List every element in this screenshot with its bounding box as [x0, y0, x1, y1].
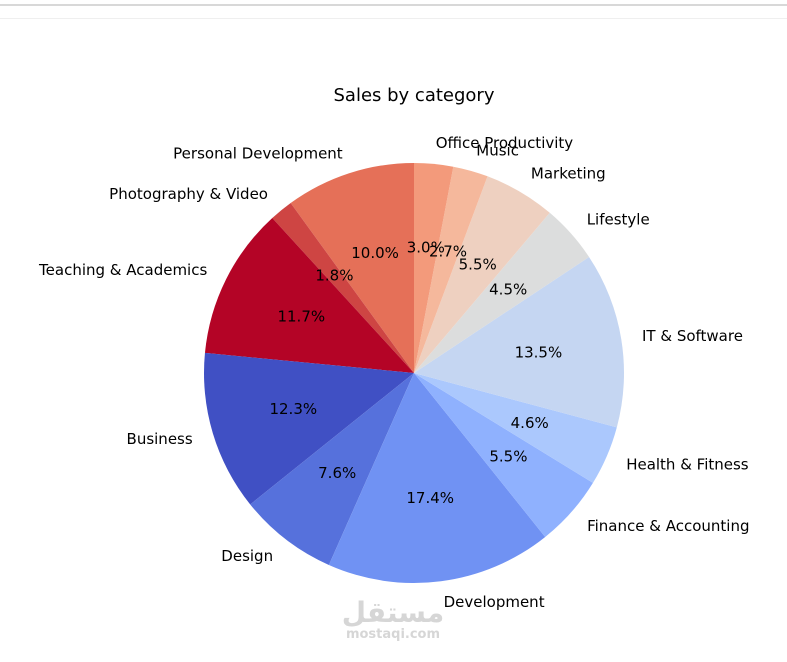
percent-labels: 10.0% 1.8% 11.7% 12.3% 7.6% 17.4% 5.5% 4.6% 13.5…	[269, 239, 562, 507]
category-label-photography-and-video: Photography & Video	[109, 185, 268, 203]
pie-slice-health-and-fitness	[414, 373, 617, 483]
pie-slice-it-and-software	[414, 256, 625, 428]
watermark-arabic: مستقل	[341, 596, 445, 629]
percent-label-health-and-fitness: 4.6%	[511, 414, 549, 432]
pie-slice-office-productivity	[414, 163, 454, 373]
category-labels: Personal Development Photography & Video T…	[38, 134, 749, 611]
watermark-latin: mostaqi.com	[345, 627, 441, 642]
pie-slice-teaching-and-academics	[204, 218, 414, 373]
percent-label-teaching-and-academics: 11.7%	[277, 308, 325, 326]
pie-slice-music	[414, 166, 488, 373]
percent-label-finance-and-accounting: 5.5%	[489, 447, 527, 465]
percent-label-office-productivity: 3.0%	[407, 239, 445, 257]
top-divider	[0, 4, 787, 6]
percent-label-music: 2.7%	[429, 243, 467, 261]
chart-title: Sales by category	[334, 85, 495, 106]
percent-label-design: 7.6%	[318, 464, 356, 482]
percent-label-personal-development: 10.0%	[351, 244, 399, 262]
category-label-personal-development: Personal Development	[173, 144, 343, 162]
percent-label-lifestyle: 4.5%	[489, 280, 527, 298]
percent-label-photography-and-video: 1.8%	[315, 266, 353, 284]
pie-slice-development	[328, 373, 546, 583]
category-label-marketing: Marketing	[531, 165, 606, 183]
category-label-design: Design	[221, 547, 273, 565]
pie-slice-personal-development	[290, 163, 414, 373]
pie-slice-finance-and-accounting	[414, 373, 593, 537]
percent-label-it-and-software: 13.5%	[515, 344, 563, 362]
pie-slice-photography-and-video	[272, 203, 414, 373]
pie-slice-business	[203, 352, 414, 505]
percent-label-business: 12.3%	[269, 400, 317, 418]
category-label-lifestyle: Lifestyle	[587, 211, 650, 229]
category-label-development: Development	[444, 593, 545, 611]
category-label-it-and-software: IT & Software	[642, 327, 743, 345]
percent-label-development: 17.4%	[406, 489, 454, 507]
pie-slice-marketing	[414, 176, 550, 373]
category-label-music: Music	[476, 142, 519, 160]
category-label-teaching-and-academics: Teaching & Academics	[38, 261, 207, 279]
pie-slice-design	[250, 373, 414, 565]
category-label-business: Business	[127, 430, 193, 448]
percent-label-marketing: 5.5%	[459, 255, 497, 273]
pie-slice-lifestyle	[414, 212, 590, 373]
pie-slices	[203, 163, 625, 583]
watermark-logo: مستقل mostaqi.com	[330, 598, 456, 642]
category-label-health-and-fitness: Health & Fitness	[626, 455, 749, 473]
category-label-finance-and-accounting: Finance & Accounting	[587, 517, 749, 535]
category-label-office-productivity: Office Productivity	[436, 134, 574, 152]
top-divider-secondary	[0, 18, 787, 19]
